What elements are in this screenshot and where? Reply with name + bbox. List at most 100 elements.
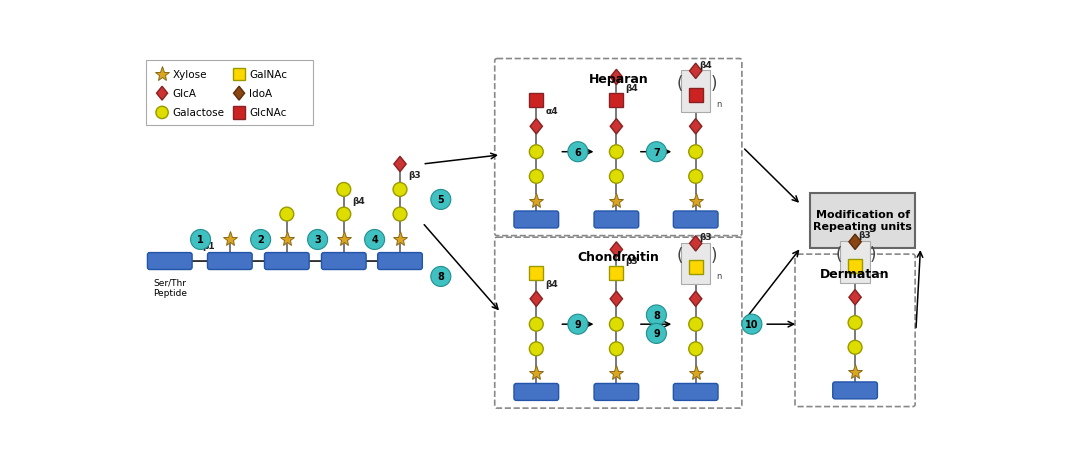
FancyBboxPatch shape: [265, 253, 310, 270]
Circle shape: [191, 230, 210, 250]
Circle shape: [156, 107, 168, 119]
Polygon shape: [849, 235, 861, 250]
Polygon shape: [393, 157, 407, 172]
Circle shape: [530, 342, 543, 356]
Polygon shape: [610, 242, 622, 257]
Bar: [609, 266, 623, 280]
Text: 9: 9: [574, 319, 581, 330]
Text: 10: 10: [746, 319, 759, 330]
Text: GlcNAc: GlcNAc: [250, 108, 287, 118]
Text: β4: β4: [545, 279, 558, 288]
Bar: [233, 107, 245, 119]
FancyBboxPatch shape: [674, 212, 718, 228]
Bar: [848, 259, 862, 273]
Text: β3: β3: [699, 232, 712, 242]
Circle shape: [431, 267, 451, 287]
Text: 1: 1: [197, 235, 204, 245]
Text: 9: 9: [653, 329, 659, 339]
Text: (: (: [677, 247, 682, 265]
Circle shape: [431, 190, 451, 210]
Bar: [689, 88, 703, 102]
Polygon shape: [157, 87, 168, 101]
Polygon shape: [610, 70, 622, 86]
Circle shape: [568, 314, 588, 334]
Circle shape: [530, 318, 543, 332]
Bar: [233, 69, 245, 81]
Text: 8: 8: [437, 272, 445, 282]
Circle shape: [689, 318, 703, 332]
Text: Heparan: Heparan: [589, 73, 649, 86]
FancyBboxPatch shape: [322, 253, 366, 270]
Circle shape: [646, 143, 666, 163]
Polygon shape: [233, 87, 244, 101]
Circle shape: [364, 230, 385, 250]
Text: Modification of
Repeating units: Modification of Repeating units: [813, 210, 912, 232]
FancyBboxPatch shape: [833, 382, 877, 399]
Bar: [609, 94, 623, 108]
Circle shape: [609, 318, 623, 332]
Circle shape: [393, 208, 407, 221]
Circle shape: [280, 208, 293, 221]
FancyBboxPatch shape: [681, 71, 711, 113]
Circle shape: [646, 324, 666, 344]
FancyBboxPatch shape: [495, 59, 742, 236]
Text: β3: β3: [858, 231, 871, 240]
Circle shape: [646, 305, 666, 325]
FancyBboxPatch shape: [594, 384, 639, 400]
Text: Galactose: Galactose: [173, 108, 225, 118]
Polygon shape: [690, 119, 702, 135]
FancyBboxPatch shape: [147, 253, 192, 270]
Text: 8: 8: [653, 310, 659, 320]
Text: ): ): [711, 247, 717, 265]
Circle shape: [689, 170, 703, 184]
Circle shape: [609, 170, 623, 184]
Circle shape: [307, 230, 328, 250]
Polygon shape: [690, 64, 702, 79]
Bar: [530, 266, 543, 280]
Circle shape: [337, 208, 351, 221]
Circle shape: [848, 316, 862, 330]
Polygon shape: [690, 291, 702, 307]
Circle shape: [609, 145, 623, 159]
Bar: [530, 94, 543, 108]
Text: n: n: [876, 270, 881, 279]
Text: Chondroitin: Chondroitin: [578, 251, 659, 264]
Text: β4: β4: [699, 60, 712, 69]
Text: 7: 7: [653, 147, 659, 157]
Text: ): ): [870, 245, 876, 263]
Text: β3: β3: [409, 171, 421, 180]
Text: β3: β3: [626, 256, 639, 265]
Text: Xylose: Xylose: [173, 70, 207, 80]
Text: (: (: [836, 245, 843, 263]
FancyBboxPatch shape: [514, 384, 559, 400]
Polygon shape: [849, 290, 861, 305]
Text: n: n: [716, 272, 722, 281]
Text: 6: 6: [574, 147, 581, 157]
Circle shape: [742, 314, 762, 334]
Text: β1: β1: [202, 242, 215, 250]
FancyBboxPatch shape: [594, 212, 639, 228]
Circle shape: [609, 342, 623, 356]
Text: 5: 5: [437, 195, 445, 205]
Text: Dermatan: Dermatan: [821, 268, 889, 281]
Circle shape: [337, 183, 351, 197]
Circle shape: [393, 183, 407, 197]
FancyBboxPatch shape: [674, 384, 718, 400]
Circle shape: [848, 341, 862, 355]
Circle shape: [530, 145, 543, 159]
Text: 4: 4: [372, 235, 378, 245]
FancyBboxPatch shape: [377, 253, 422, 270]
Circle shape: [689, 145, 703, 159]
Text: β4: β4: [626, 84, 639, 93]
FancyBboxPatch shape: [146, 61, 313, 125]
Text: GalNAc: GalNAc: [250, 70, 287, 80]
FancyBboxPatch shape: [811, 194, 916, 248]
Circle shape: [568, 143, 588, 163]
Polygon shape: [610, 119, 622, 135]
FancyBboxPatch shape: [681, 243, 711, 285]
Bar: [689, 261, 703, 275]
Text: β4: β4: [352, 196, 365, 205]
Text: Ser/Thr
Peptide: Ser/Thr Peptide: [153, 278, 186, 298]
Polygon shape: [610, 291, 622, 307]
Text: 2: 2: [257, 235, 264, 245]
